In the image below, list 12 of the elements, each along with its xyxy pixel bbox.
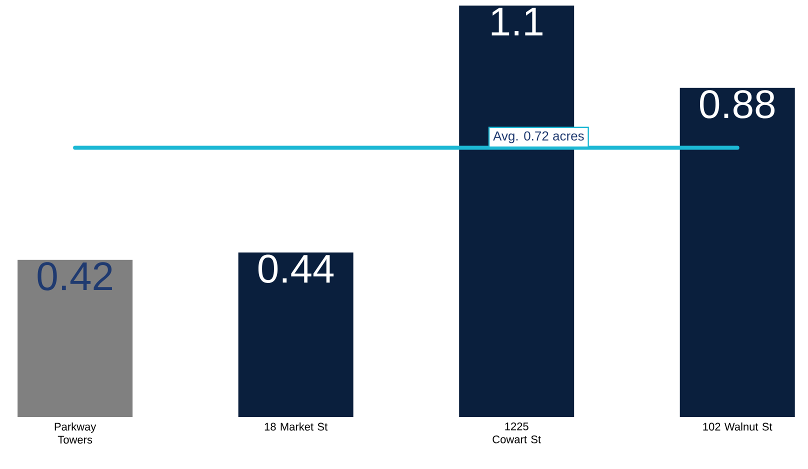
data-label: 1.1 — [492, 8, 542, 36]
bar — [680, 88, 795, 417]
bar — [238, 252, 354, 417]
data-label: 0.42 — [38, 262, 112, 290]
bar — [18, 260, 133, 417]
data-label: 0.88 — [700, 90, 775, 118]
x-tick-label: Parkway Towers — [54, 422, 96, 444]
ref-line-label: Avg. 0.72 acres — [493, 131, 584, 144]
x-tick-label: 102 Walnut St — [703, 422, 772, 431]
data-label: 0.44 — [258, 254, 334, 283]
x-tick-label: 18 Market St — [264, 422, 328, 431]
x-tick-label: 1225 Cowart St — [492, 422, 541, 444]
